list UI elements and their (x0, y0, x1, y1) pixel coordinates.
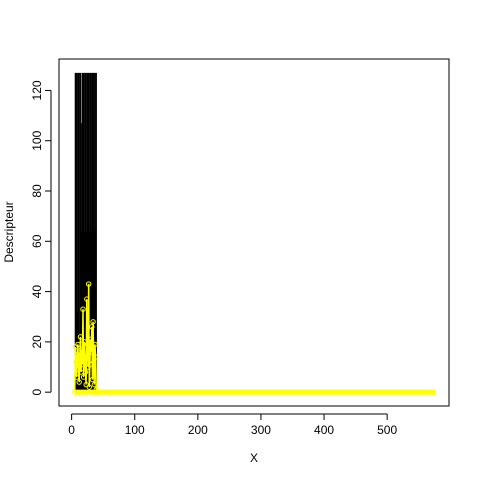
x-tick-label: 300 (251, 423, 271, 437)
x-tick-label: 400 (314, 423, 334, 437)
y-tick-label: 80 (30, 184, 44, 198)
y-tick-label: 0 (30, 389, 44, 396)
x-tick-label: 500 (377, 423, 397, 437)
yellow-series-line (75, 284, 435, 392)
x-tick-label: 200 (188, 423, 208, 437)
y-tick-label: 100 (30, 130, 44, 150)
y-axis: 0 20 40 60 80 100 120 (30, 80, 51, 395)
y-tick-label: 20 (30, 335, 44, 349)
y-tick-label: 120 (30, 80, 44, 100)
y-tick-label: 60 (30, 234, 44, 248)
plot-frame (59, 59, 449, 406)
y-tick-label: 40 (30, 285, 44, 299)
x-axis: 0 100 200 300 400 500 (68, 414, 397, 437)
x-axis-label: X (250, 451, 258, 465)
y-axis-label: Descripteur (2, 201, 16, 262)
x-tick-label: 0 (68, 423, 75, 437)
x-tick-label: 100 (125, 423, 145, 437)
